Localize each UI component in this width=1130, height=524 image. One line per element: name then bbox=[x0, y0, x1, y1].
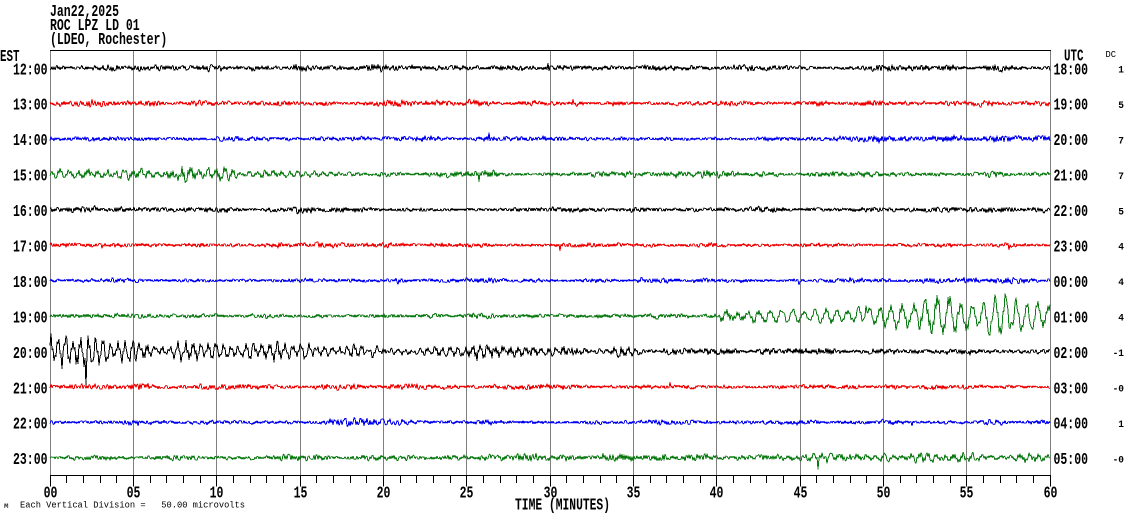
svg-text:DC: DC bbox=[1106, 49, 1117, 60]
svg-text:05:00: 05:00 bbox=[1054, 451, 1089, 470]
svg-text:5: 5 bbox=[1118, 206, 1124, 218]
svg-text:03:00: 03:00 bbox=[1054, 380, 1089, 399]
svg-text:21:00: 21:00 bbox=[1054, 168, 1089, 187]
svg-text:20:00: 20:00 bbox=[1054, 132, 1089, 151]
svg-text:45: 45 bbox=[794, 485, 808, 504]
svg-text:18:00: 18:00 bbox=[1054, 61, 1089, 80]
svg-text:55: 55 bbox=[960, 485, 974, 504]
svg-text:4: 4 bbox=[1118, 277, 1124, 289]
svg-text:60: 60 bbox=[1044, 485, 1058, 504]
svg-text:05: 05 bbox=[127, 485, 141, 504]
svg-text:4: 4 bbox=[1118, 242, 1124, 254]
svg-text:30: 30 bbox=[544, 485, 558, 504]
svg-text:(LDEO, Rochester): (LDEO, Rochester) bbox=[50, 31, 167, 50]
svg-text:25: 25 bbox=[460, 485, 474, 504]
svg-text:02:00: 02:00 bbox=[1054, 345, 1089, 364]
svg-text:TIME (MINUTES): TIME (MINUTES) bbox=[515, 497, 610, 516]
svg-text:20: 20 bbox=[377, 485, 391, 504]
svg-text:Jan22,2025: Jan22,2025 bbox=[50, 3, 119, 22]
svg-text:19:00: 19:00 bbox=[13, 309, 48, 328]
svg-text:35: 35 bbox=[627, 485, 641, 504]
svg-text:04:00: 04:00 bbox=[1054, 416, 1089, 435]
svg-text:21:00: 21:00 bbox=[13, 380, 48, 399]
svg-text:-1: -1 bbox=[1113, 348, 1124, 360]
svg-text:10: 10 bbox=[210, 485, 224, 504]
svg-text:13:00: 13:00 bbox=[13, 97, 48, 116]
svg-text:-0: -0 bbox=[1113, 454, 1124, 466]
svg-text:4: 4 bbox=[1118, 313, 1124, 325]
svg-text:1: 1 bbox=[1118, 65, 1124, 77]
svg-text:1: 1 bbox=[1118, 419, 1124, 431]
svg-text:20:00: 20:00 bbox=[13, 345, 48, 364]
svg-text:-0: -0 bbox=[1113, 383, 1124, 395]
svg-text:22:00: 22:00 bbox=[1054, 203, 1089, 222]
svg-text:18:00: 18:00 bbox=[13, 274, 48, 293]
svg-text:UTC: UTC bbox=[1064, 48, 1084, 67]
svg-text:40: 40 bbox=[710, 485, 724, 504]
svg-text:50: 50 bbox=[877, 485, 891, 504]
svg-text:5: 5 bbox=[1118, 100, 1124, 112]
svg-text:EST: EST bbox=[0, 48, 20, 67]
svg-text:7: 7 bbox=[1118, 135, 1124, 147]
svg-text:17:00: 17:00 bbox=[13, 239, 48, 258]
svg-text:16:00: 16:00 bbox=[13, 203, 48, 222]
svg-text:00: 00 bbox=[44, 485, 58, 504]
svg-text:7: 7 bbox=[1118, 171, 1124, 183]
svg-text:01:00: 01:00 bbox=[1054, 309, 1089, 328]
svg-text:15:00: 15:00 bbox=[13, 168, 48, 187]
svg-text:14:00: 14:00 bbox=[13, 132, 48, 151]
svg-text:15: 15 bbox=[294, 485, 308, 504]
svg-text:M: M bbox=[4, 503, 9, 510]
svg-text:ROC LPZ LD 01: ROC LPZ LD 01 bbox=[50, 17, 140, 36]
svg-text:Each Vertical Division = 50.: Each Vertical Division = 50.00 microvolt… bbox=[20, 500, 245, 511]
svg-text:19:00: 19:00 bbox=[1054, 97, 1089, 116]
svg-text:12:00: 12:00 bbox=[13, 61, 48, 80]
svg-text:22:00: 22:00 bbox=[13, 416, 48, 435]
svg-text:23:00: 23:00 bbox=[13, 451, 48, 470]
svg-text:23:00: 23:00 bbox=[1054, 239, 1089, 258]
svg-text:00:00: 00:00 bbox=[1054, 274, 1089, 293]
